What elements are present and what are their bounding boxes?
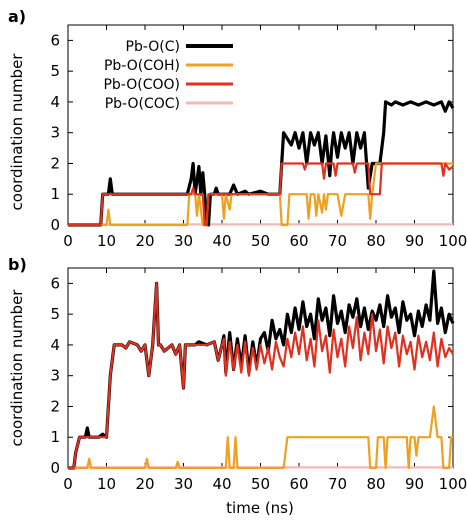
panel-a-xtick-label: 20 [135, 232, 154, 250]
panel-a-series-pb-o-coh [68, 162, 453, 227]
panel-a-series-pb-o-c [68, 100, 455, 227]
panel-a-series-pb-o-coo [68, 162, 454, 227]
panel-a-xtick-label: 50 [251, 232, 270, 250]
panel-a-legend: Pb-O(C) Pb-O(COH) Pb-O(COO) Pb-O(COC) [103, 39, 233, 112]
panel-a-ytick-label: 2 [50, 154, 60, 172]
panel-b-ytick-label: 0 [50, 459, 60, 477]
panel-a-ytick-label: 3 [50, 124, 60, 142]
panel-b-xtick-label: 90 [405, 475, 424, 493]
panel-a-series [68, 100, 455, 227]
panel-b-xticks: 0 10 20 30 40 50 60 70 80 90 100 [63, 268, 467, 493]
panel-b-series-pb-o-coo [68, 282, 454, 470]
panel-b-ytick-label: 1 [50, 428, 60, 446]
legend-label: Pb-O(COO) [103, 77, 180, 93]
panel-b-ytick-label: 5 [50, 305, 60, 323]
panel-a-ylabel: coordination number [8, 53, 26, 211]
panel-b-ytick-label: 4 [50, 336, 60, 354]
panel-b-label: b) [8, 255, 27, 274]
legend-label: Pb-O(C) [126, 39, 181, 55]
panel-b-xtick-label: 70 [328, 475, 347, 493]
panel-a-ytick-label: 1 [50, 185, 60, 203]
panel-a-xtick-label: 0 [63, 232, 73, 250]
panel-b-series-pb-o-coh [68, 405, 453, 470]
legend-label: Pb-O(COH) [104, 58, 180, 74]
panel-a-ytick-label: 5 [50, 62, 60, 80]
legend-label: Pb-O(COC) [105, 96, 180, 112]
panel-b-ylabel: coordination number [8, 289, 26, 447]
panel-a-xtick-label: 40 [212, 232, 231, 250]
panel-a-ytick-label: 6 [50, 31, 60, 49]
panel-a-xticks: 0 10 20 30 40 50 60 70 80 90 100 [63, 25, 467, 250]
panel-b-series [68, 269, 455, 470]
panel-b-ytick-label: 6 [50, 274, 60, 292]
panel-a: a) coordination number 0 1 2 3 4 5 6 0 10 20 30 40… [8, 7, 467, 250]
panel-b-xtick-label: 40 [212, 475, 231, 493]
panel-b: b) coordination number 0 1 2 3 4 5 6 0 10 20 30 40… [8, 255, 467, 517]
panel-a-xtick-label: 80 [366, 232, 385, 250]
panel-a-xtick-label: 70 [328, 232, 347, 250]
panel-b-series-pb-o-c [68, 269, 455, 470]
panel-a-xtick-label: 90 [405, 232, 424, 250]
panel-a-ytick-label: 4 [50, 93, 60, 111]
panel-a-xtick-label: 60 [289, 232, 308, 250]
panel-a-xtick-label: 10 [97, 232, 116, 250]
panel-b-xtick-label: 30 [174, 475, 193, 493]
panel-b-xtick-label: 20 [135, 475, 154, 493]
panel-a-label: a) [8, 7, 26, 26]
panel-b-xtick-label: 80 [366, 475, 385, 493]
panel-b-ytick-label: 2 [50, 397, 60, 415]
panel-a-xtick-label: 30 [174, 232, 193, 250]
panel-a-xtick-label: 100 [439, 232, 467, 250]
panel-b-xtick-label: 100 [439, 475, 467, 493]
panel-b-xtick-label: 60 [289, 475, 308, 493]
panel-b-xtick-label: 10 [97, 475, 116, 493]
panel-b-xtick-label: 50 [251, 475, 270, 493]
panel-a-ytick-label: 0 [50, 216, 60, 234]
panel-b-xlabel: time (ns) [226, 499, 294, 517]
panel-b-yticks: 0 1 2 3 4 5 6 [50, 274, 453, 477]
panel-b-ytick-label: 3 [50, 367, 60, 385]
panel-b-xtick-label: 0 [63, 475, 73, 493]
